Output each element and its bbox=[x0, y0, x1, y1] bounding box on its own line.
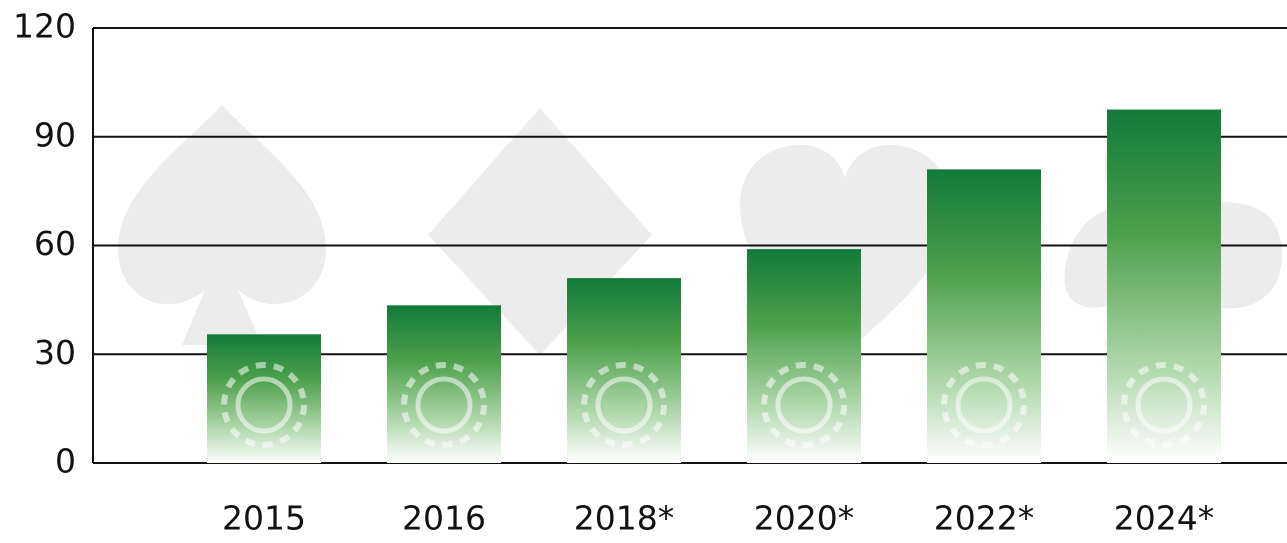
x-tick-label: 2022* bbox=[934, 499, 1034, 538]
y-tick-label: 30 bbox=[34, 333, 76, 372]
x-tick-label: 2015 bbox=[222, 499, 306, 538]
x-tick-label: 2018* bbox=[574, 499, 674, 538]
y-tick-label: 120 bbox=[13, 7, 76, 46]
bar bbox=[387, 305, 501, 463]
x-tick-label: 2020* bbox=[754, 499, 854, 538]
y-tick-label: 60 bbox=[34, 224, 76, 263]
x-tick-label: 2024* bbox=[1114, 499, 1214, 538]
y-tick-label: 0 bbox=[55, 442, 76, 481]
y-tick-label: 90 bbox=[34, 115, 76, 154]
x-tick-label: 2016 bbox=[402, 499, 486, 538]
bar bbox=[567, 278, 681, 463]
chart: 0 30 60 90 120 2015 2016 2018* 2020* 2022* 2024* bbox=[0, 0, 1287, 539]
